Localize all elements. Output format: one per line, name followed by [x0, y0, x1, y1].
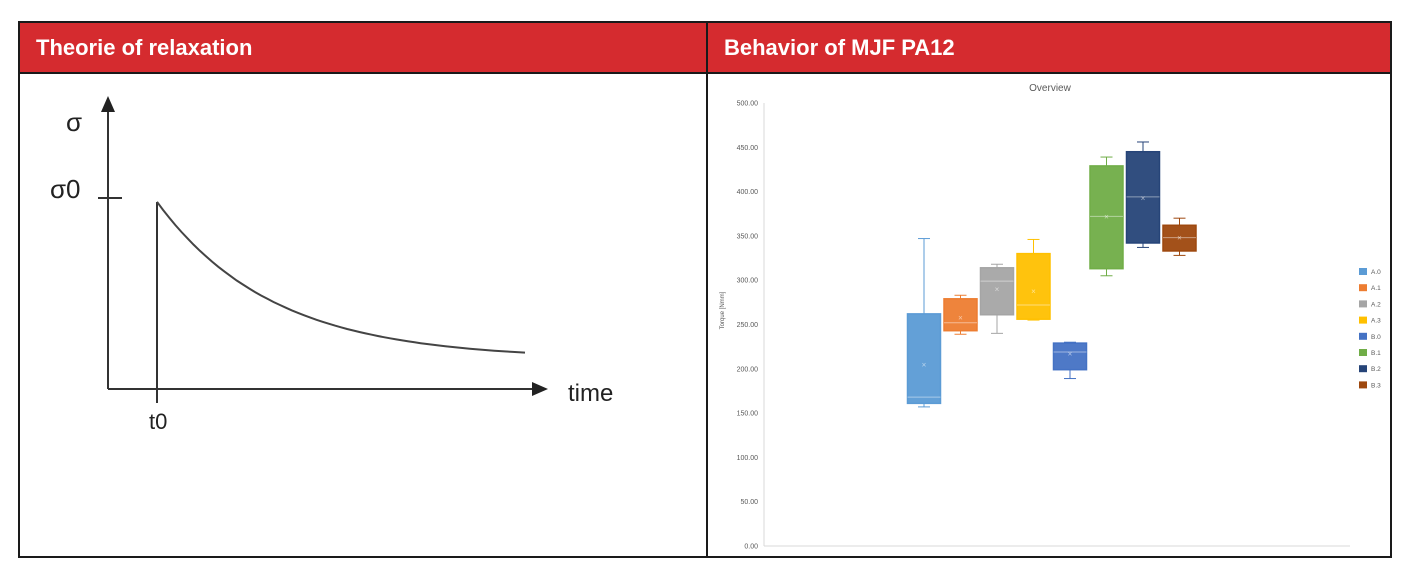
mean-marker: × [1104, 212, 1109, 221]
panel-title-right: Behavior of MJF PA12 [724, 35, 955, 60]
legend-swatch [1359, 381, 1367, 389]
legend-swatch [1359, 332, 1367, 340]
box-A-2: × [979, 263, 1015, 334]
box-B-1: × [1089, 156, 1124, 277]
legend-label: A.3 [1371, 318, 1381, 325]
box-A-3: × [1016, 238, 1051, 321]
legend-label: A.1 [1371, 285, 1381, 292]
y-tick-label: 500.00 [737, 101, 759, 108]
mean-marker: × [958, 313, 963, 322]
legend-swatch [1359, 349, 1367, 356]
mean-marker: × [1177, 234, 1182, 243]
y-tick-label: 100.00 [737, 455, 759, 462]
y-axis-label: σ [66, 107, 82, 137]
legend-label: A.0 [1371, 269, 1381, 276]
y-axis-arrowhead [101, 96, 115, 112]
mean-marker: × [1031, 287, 1036, 296]
box-body [943, 298, 978, 332]
x-axis-arrowhead [532, 382, 548, 396]
legend-label: B.0 [1371, 334, 1381, 341]
panel-header-right: Behavior of MJF PA12 [708, 23, 1390, 74]
box-body [1052, 342, 1088, 371]
chart-title: Overview [1029, 83, 1071, 94]
x-axis-label: time [568, 380, 613, 407]
legend-swatch [1359, 268, 1367, 275]
panel-mjf-behavior: Behavior of MJF PA12 Overview 0.00 50.00 10… [708, 23, 1390, 556]
y-tick-label: 150.00 [737, 411, 759, 418]
legend-label: B.2 [1371, 366, 1381, 373]
panel-title-left: Theorie of relaxation [36, 35, 253, 60]
y-tick-label: 200.00 [737, 366, 759, 373]
box-B-2: × [1125, 141, 1161, 248]
relaxation-curve [156, 201, 526, 354]
panel-header-left: Theorie of relaxation [20, 23, 706, 74]
y-tick-label: 250.00 [737, 322, 759, 329]
y-axis-label: Torque [Nmm] [720, 291, 726, 329]
mean-marker: × [922, 360, 927, 369]
box-body [1162, 224, 1197, 252]
box-B-3: × [1162, 217, 1197, 256]
box-A-1: × [943, 294, 978, 335]
box-body [906, 313, 942, 405]
mean-marker: × [1141, 194, 1146, 203]
t0-label: t0 [149, 409, 167, 434]
y-tick-label: 0.00 [744, 544, 758, 551]
y-tick-label: 300.00 [737, 278, 759, 285]
legend-swatch [1359, 316, 1367, 324]
relaxation-schematic-chart: σ σ0 t0 time [50, 96, 613, 434]
legend-label: B.1 [1371, 350, 1381, 357]
legend-swatch [1359, 284, 1367, 292]
torque-boxplot-chart: Overview 0.00 50.00 100.00 150.00 200.00 250.0… [720, 83, 1381, 551]
mean-marker: × [1068, 350, 1073, 359]
box-A-0: × [906, 238, 942, 408]
legend-swatch [1359, 300, 1367, 308]
panel-relaxation-theory: Theorie of relaxation σ σ0 t0 time [20, 23, 708, 556]
box-body [1125, 150, 1161, 244]
box-body [979, 267, 1015, 316]
legend-swatch [1359, 365, 1367, 373]
mean-marker: × [995, 285, 1000, 294]
y-tick-label: 50.00 [740, 499, 758, 506]
box-B-0: × [1052, 341, 1088, 380]
box-body [1089, 165, 1124, 270]
y-tick-label: 450.00 [737, 145, 759, 152]
figure-frame: Theorie of relaxation σ σ0 t0 time Behavior… [18, 21, 1392, 558]
box-body [1016, 252, 1051, 320]
legend-label: A.2 [1371, 301, 1381, 308]
legend-label: B.3 [1371, 382, 1381, 389]
y-tick-label: 350.00 [737, 233, 759, 240]
y-tick-label: 400.00 [737, 189, 759, 196]
sigma0-label: σ0 [50, 174, 81, 204]
